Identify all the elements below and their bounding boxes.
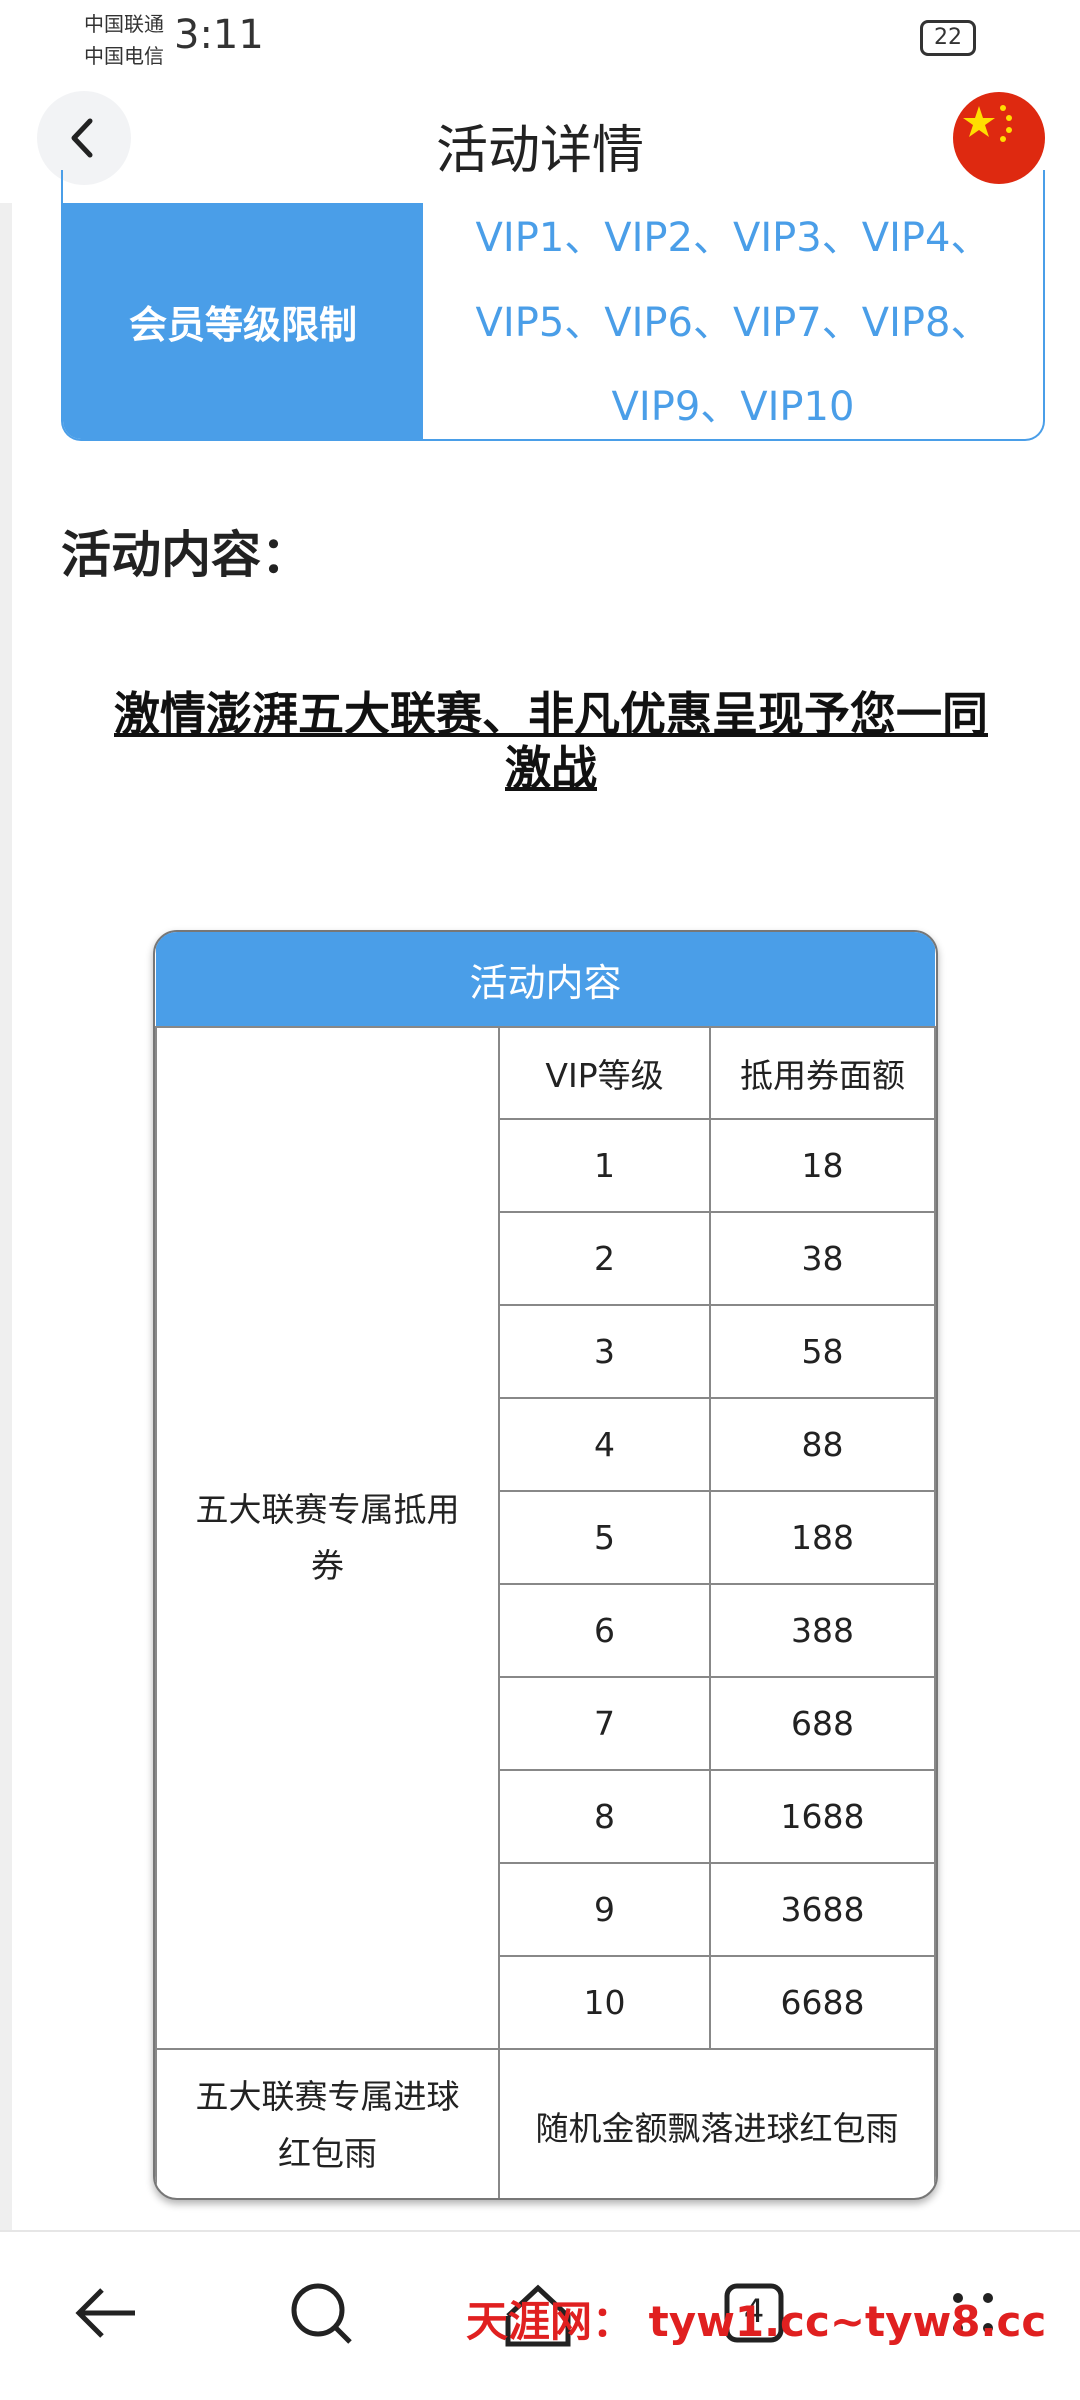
nav-home[interactable]	[505, 2284, 571, 2347]
table-row: 9 3688	[156, 1862, 936, 1957]
voucher-amount: 58	[709, 1304, 936, 1399]
carrier: 中国联通	[84, 12, 164, 36]
table-row: 10 6688	[156, 1955, 936, 2050]
table-row: 3 58	[156, 1304, 936, 1399]
battery: 22	[920, 20, 976, 56]
headline: 激战	[505, 741, 597, 795]
table-row: 8 1688	[156, 1769, 936, 1864]
nav-tabs[interactable]: 4	[724, 2283, 784, 2343]
vip-level: 1	[498, 1118, 711, 1213]
vip-level: 8	[498, 1769, 711, 1864]
vip-level: 2	[498, 1211, 711, 1306]
table-row: 4 88	[156, 1397, 936, 1492]
table-row: 7 688	[156, 1676, 936, 1771]
vip-limit-line: VIP9、VIP10	[611, 384, 855, 430]
vip-level: 9	[498, 1862, 711, 1957]
tabs-count: 4	[744, 2292, 764, 2330]
vip-level: 4	[498, 1397, 711, 1492]
flag-stars	[963, 105, 1012, 142]
clock: 3:11	[174, 12, 264, 58]
carrier: 中国电信	[84, 44, 164, 68]
table-row: 1 18	[156, 1118, 936, 1213]
row-label: 五大联赛专属抵用券	[155, 1026, 500, 2050]
voucher-amount: 88	[709, 1397, 936, 1492]
table-row: 2 38	[156, 1211, 936, 1306]
watermark: 天涯网： tyw1.cc~tyw8.cc	[466, 2297, 1047, 2346]
vip-level: 5	[498, 1490, 711, 1585]
vip-limit-line: VIP1、VIP2、VIP3、VIP4、	[475, 215, 991, 261]
nav-back[interactable]	[75, 2288, 135, 2338]
nav-divider	[0, 2230, 1080, 2232]
table-row: 6 388	[156, 1583, 936, 1678]
voucher-amount: 18	[709, 1118, 936, 1213]
column-header: VIP等级	[498, 1026, 711, 1120]
table-title: 活动内容	[156, 932, 935, 1027]
column-header: 抵用券面额	[709, 1026, 936, 1120]
status-bar: 中国联通 中国电信 3:11 22	[0, 0, 1080, 92]
voucher-amount: 3688	[709, 1862, 936, 1957]
table-row: 五大联赛专属进球红包雨 随机金额飘落进球红包雨	[155, 2048, 936, 2198]
language-flag[interactable]	[953, 92, 1045, 184]
vip-level: 10	[498, 1955, 711, 2050]
section-title: 活动内容：	[61, 526, 311, 584]
row-label: 五大联赛专属进球红包雨	[155, 2048, 500, 2198]
voucher-amount: 6688	[709, 1955, 936, 2050]
side-strip	[0, 203, 12, 2230]
page-title: 活动详情	[435, 121, 644, 181]
back-button[interactable]	[37, 91, 131, 185]
headline: 激情澎湃五大联赛、非凡优惠呈现予您一同	[114, 687, 988, 741]
voucher-amount: 688	[709, 1676, 936, 1771]
row-value: 随机金额飘落进球红包雨	[498, 2048, 936, 2198]
voucher-amount: 188	[709, 1490, 936, 1585]
nav-menu[interactable]	[953, 2293, 993, 2333]
voucher-amount: 1688	[709, 1769, 936, 1864]
voucher-amount: 388	[709, 1583, 936, 1678]
vip-limit-box: 会员等级限制 VIP1、VIP2、VIP3、VIP4、 VIP5、VIP6、VI…	[61, 170, 1045, 441]
table-row: 5 188	[156, 1490, 936, 1585]
vip-level: 7	[498, 1676, 711, 1771]
nav-search[interactable]	[291, 2283, 352, 2344]
vip-limit-label: 会员等级限制	[63, 203, 423, 439]
vip-level: 6	[498, 1583, 711, 1678]
vip-limit-line: VIP5、VIP6、VIP7、VIP8、	[475, 300, 991, 346]
voucher-amount: 38	[709, 1211, 936, 1306]
vip-level: 3	[498, 1304, 711, 1399]
nav-bar: 4	[75, 2283, 993, 2347]
table: 活动内容 五大联赛专属抵用券 VIP等级 抵用券面额 1 18 2 38 3 58 4 88 5…	[155, 932, 936, 2198]
back-icon	[71, 118, 93, 158]
activity-table: 活动内容 五大联赛专属抵用券 VIP等级 抵用券面额 1 18 2 38 3 58 4 88 5…	[153, 930, 938, 2200]
